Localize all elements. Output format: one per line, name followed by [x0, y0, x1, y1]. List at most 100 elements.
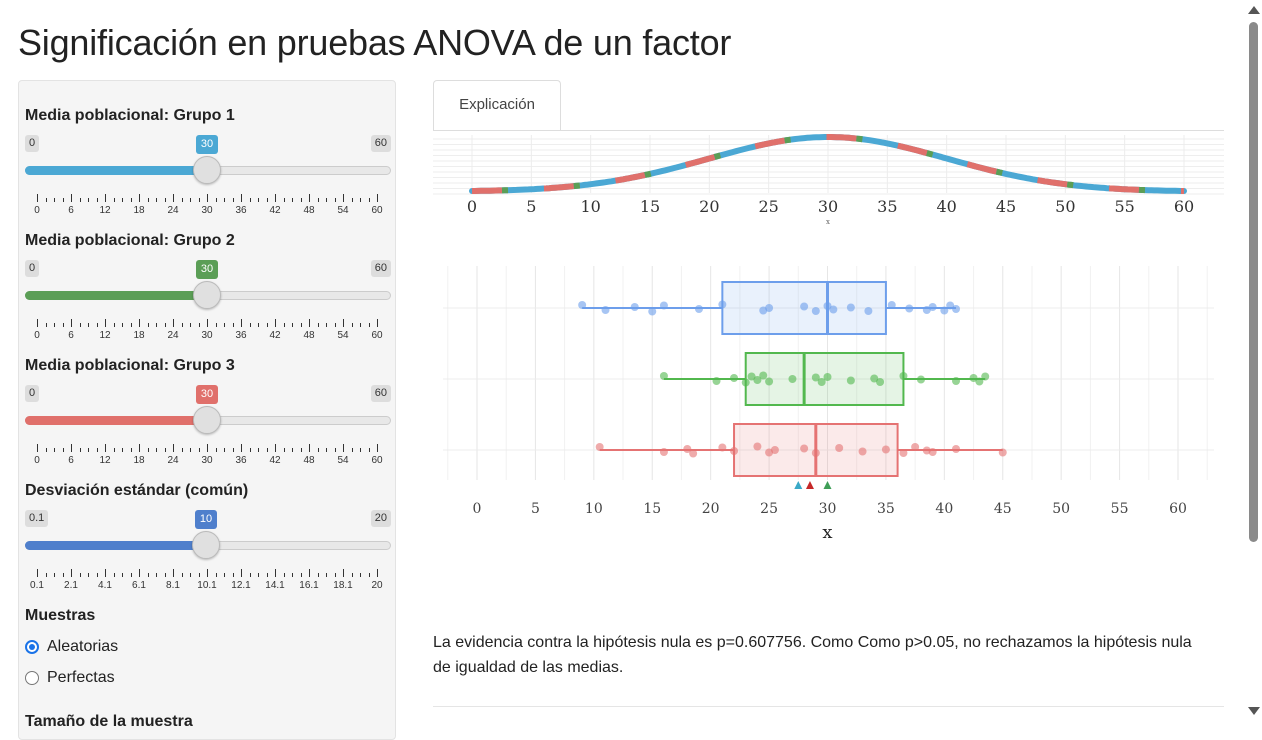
- vertical-scrollbar[interactable]: [1245, 0, 1262, 721]
- slider-grid-label: 60: [371, 330, 383, 341]
- scroll-up-arrow-icon[interactable]: [1248, 6, 1260, 14]
- slider-tick: [79, 573, 81, 577]
- slider-tick: [156, 198, 157, 202]
- slider-tick: [113, 448, 115, 452]
- radio-unselected-icon[interactable]: [25, 671, 39, 685]
- slider-tick: [309, 444, 310, 452]
- box-data-point: [578, 301, 587, 309]
- slider-tick: [181, 573, 183, 577]
- scroll-thumb[interactable]: [1249, 22, 1258, 542]
- slider-tick: [173, 194, 174, 202]
- slider-sd[interactable]: Desviación estándar (común) 0.1 20 10 0.…: [25, 482, 391, 592]
- box-tick-label: 35: [877, 501, 895, 517]
- density-tick-label: 50: [1055, 197, 1075, 216]
- slider-tick: [334, 573, 336, 577]
- slider-tick: [232, 323, 234, 327]
- slider-grid-label: 54: [337, 205, 349, 216]
- density-tick-label: 45: [996, 197, 1016, 216]
- box-tick-label: 15: [643, 501, 661, 517]
- slider-tick: [377, 194, 378, 202]
- box-tick-label: 30: [819, 501, 837, 517]
- box-data-point: [823, 373, 832, 381]
- slider-group-1[interactable]: Media poblacional: Grupo 1 0 60 30 0 6 12 1…: [25, 107, 391, 217]
- slider-tick: [343, 194, 344, 202]
- slider-grid-label: 48: [303, 330, 315, 341]
- slider-tick: [181, 198, 183, 202]
- slider-tick: [147, 573, 149, 577]
- box-data-point: [881, 445, 890, 454]
- slider-tick: [317, 573, 319, 577]
- slider-tick: [326, 448, 327, 452]
- box-data-point: [870, 374, 879, 383]
- slider-tick: [105, 319, 106, 327]
- radio-perfectas[interactable]: Perfectas: [25, 669, 115, 687]
- slider-label: Desviación estándar (común): [25, 482, 249, 499]
- box-data-point: [928, 303, 937, 311]
- result-text: La evidencia contra la hipótesis nula es…: [433, 634, 1192, 676]
- slider-tick: [343, 569, 344, 577]
- slider-tick: [79, 448, 81, 452]
- box-tick-label: 55: [1111, 501, 1129, 517]
- slider-grid-label: 30: [201, 330, 213, 341]
- slider-fill: [25, 416, 207, 425]
- slider-tick: [173, 569, 174, 577]
- slider-tick: [283, 198, 285, 202]
- slider-tick: [88, 323, 89, 327]
- box-tick-label: 10: [585, 501, 603, 517]
- slider-tick: [343, 444, 344, 452]
- slider-tick: [207, 319, 208, 327]
- slider-tick: [326, 323, 327, 327]
- slider-grid-label: 36: [235, 455, 247, 466]
- slider-tick: [241, 444, 242, 452]
- slider-tick: [266, 573, 268, 577]
- box-data-point: [864, 307, 873, 315]
- slider-tick: [122, 573, 123, 577]
- slider-grid-label: 60: [371, 205, 383, 216]
- slider-group-3[interactable]: Media poblacional: Grupo 3 0 60 30 0 6 12 1…: [25, 357, 391, 467]
- box-data-point: [998, 448, 1007, 457]
- slider-grid-label: 60: [371, 455, 383, 466]
- slider-grid-label: 18.1: [333, 580, 353, 591]
- box-data-point: [876, 378, 885, 386]
- slider-label: Media poblacional: Grupo 2: [25, 232, 235, 249]
- slider-tick: [360, 573, 361, 577]
- slider-tick: [351, 323, 353, 327]
- slider-handle[interactable]: [191, 531, 220, 559]
- slider-grid-label: 10.1: [197, 580, 217, 591]
- radio-aleatorias[interactable]: Aleatorias: [25, 638, 118, 656]
- density-tick-label: 40: [936, 197, 956, 216]
- box-data-point: [940, 306, 949, 315]
- slider-tick: [224, 198, 225, 202]
- box-data-point: [694, 305, 703, 313]
- density-tick-label: 60: [1174, 197, 1194, 216]
- slider-tick: [156, 448, 157, 452]
- slider-handle[interactable]: [193, 406, 221, 434]
- slider-grid-label: 16.1: [299, 580, 319, 591]
- slider-handle[interactable]: [193, 156, 221, 184]
- slider-tick: [249, 573, 251, 577]
- slider-tick: [113, 573, 115, 577]
- box-data-point: [811, 307, 820, 315]
- slider-tick: [156, 323, 157, 327]
- radio-selected-icon[interactable]: [25, 640, 39, 654]
- slider-min-label: 0: [25, 135, 40, 152]
- slider-tick: [249, 323, 251, 327]
- slider-handle[interactable]: [193, 281, 221, 309]
- tab-explicacion[interactable]: Explicación: [433, 80, 561, 131]
- slider-grid-label: 18: [133, 455, 145, 466]
- box-data-point: [753, 376, 762, 384]
- slider-tick: [351, 448, 353, 452]
- slider-tick: [215, 573, 217, 577]
- slider-tick: [300, 448, 302, 452]
- box-data-point: [916, 375, 925, 384]
- box-data-point: [730, 374, 739, 382]
- box-data-point: [887, 301, 896, 309]
- slider-tick: [139, 319, 140, 327]
- slider-value-badge: 30: [196, 260, 218, 279]
- slider-tick: [215, 198, 217, 202]
- slider-group-2[interactable]: Media poblacional: Grupo 2 0 60 30 0 6 12 1…: [25, 232, 391, 342]
- slider-tick: [164, 573, 166, 577]
- slider-tick: [249, 198, 251, 202]
- box-data-point: [952, 305, 961, 313]
- scroll-down-arrow-icon[interactable]: [1248, 707, 1260, 715]
